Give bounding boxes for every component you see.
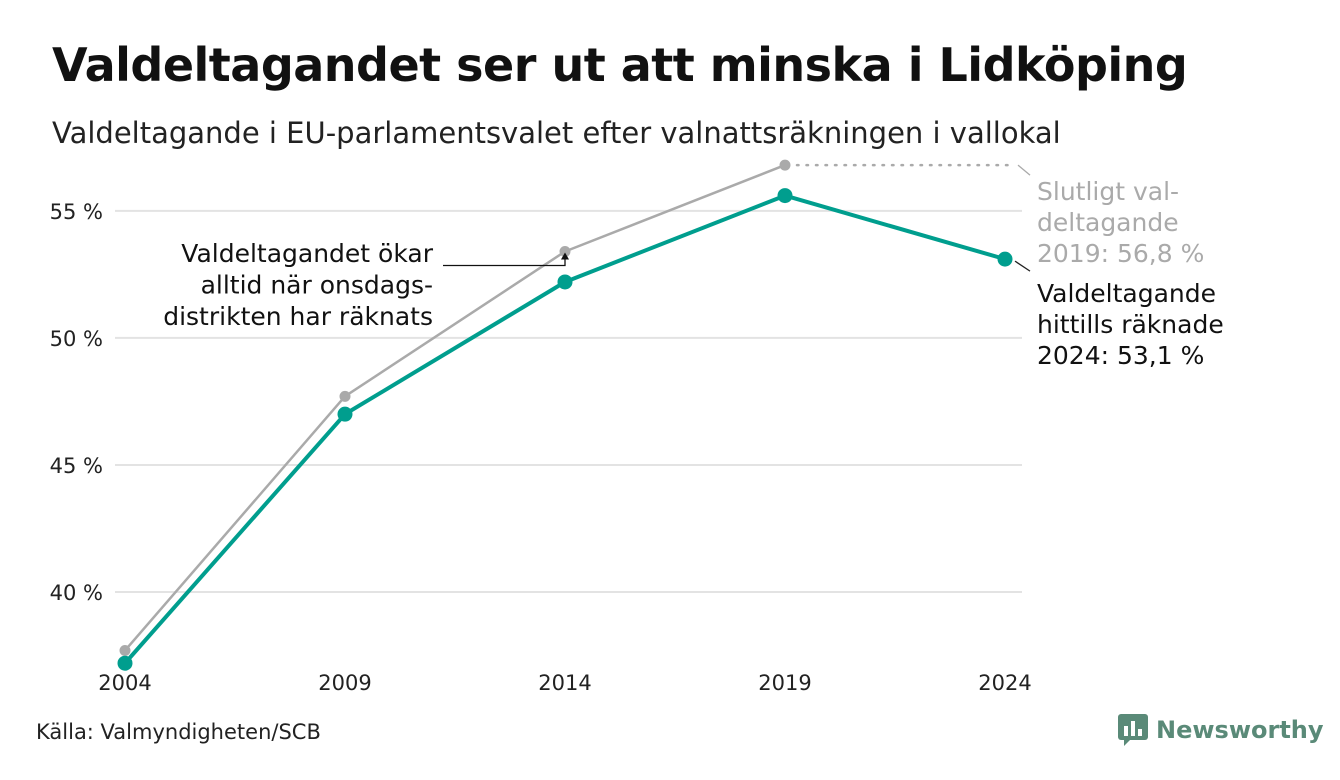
source-note: Källa: Valmyndigheten/SCB <box>36 720 321 744</box>
chart-subtitle: Valdeltagande i EU-parlamentsvalet efter… <box>52 116 1061 150</box>
x-tick-label: 2009 <box>318 671 371 695</box>
data-point-current <box>117 655 133 671</box>
data-point-current <box>997 251 1013 267</box>
data-point-final <box>559 245 571 257</box>
annotation-current-label: 2024: 53,1 % <box>1037 341 1204 370</box>
chart-title: Valdeltagandet ser ut att minska i Lidkö… <box>52 38 1188 92</box>
x-tick-label: 2014 <box>538 671 591 695</box>
annotation-left-note: distrikten har räknats <box>163 302 433 331</box>
current-leader <box>1014 260 1031 272</box>
data-point-final <box>779 159 791 171</box>
data-point-final <box>339 390 351 402</box>
x-tick-label: 2024 <box>978 671 1031 695</box>
annotation-final-label: deltagande <box>1037 208 1179 237</box>
y-tick-label: 55 % <box>50 200 103 224</box>
series-line-final <box>124 163 786 652</box>
y-tick-label: 50 % <box>50 327 103 351</box>
data-point-current <box>777 188 793 204</box>
brand-name: Newsworthy <box>1156 716 1324 744</box>
y-tick-label: 45 % <box>50 454 103 478</box>
newsworthy-logo: Newsworthy <box>1118 714 1324 746</box>
newsworthy-logo-icon <box>1118 714 1148 746</box>
data-point-current <box>337 406 353 422</box>
x-tick-label: 2019 <box>758 671 811 695</box>
final-leader-tick <box>1017 164 1031 176</box>
annotation-left-note: alltid när onsdags- <box>201 271 433 300</box>
x-tick-label: 2004 <box>98 671 151 695</box>
data-point-current <box>557 274 573 290</box>
y-tick-label: 40 % <box>50 581 103 605</box>
annotation-current-label: Valdeltagande <box>1037 279 1216 308</box>
annotation-final-label: Slutligt val- <box>1037 177 1179 206</box>
data-point-final <box>119 645 131 657</box>
annotation-current-label: hittills räknade <box>1037 310 1224 339</box>
annotation-final-label: 2019: 56,8 % <box>1037 239 1204 268</box>
annotation-left-note: Valdeltagandet ökar <box>181 239 433 268</box>
annotation-arrow-head <box>561 252 569 260</box>
